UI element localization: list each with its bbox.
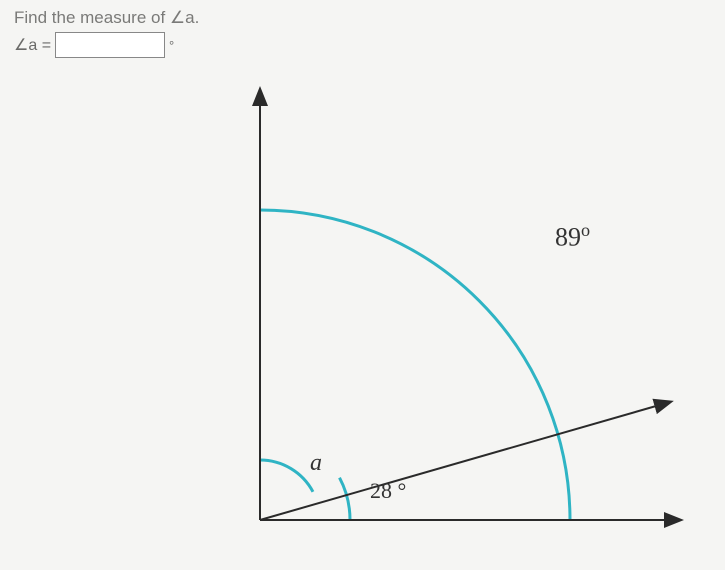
diagram-svg: [220, 80, 700, 560]
answer-label: ∠a =: [14, 35, 51, 55]
arc-28: [340, 478, 351, 520]
label-angle-28: 28 °: [370, 478, 406, 504]
answer-row: ∠a = °: [14, 32, 174, 58]
arc-a: [260, 460, 313, 492]
question-prompt: Find the measure of ∠a.: [14, 8, 199, 28]
angle-diagram: 89o 28 ° a: [220, 80, 700, 560]
angle-a-input[interactable]: [55, 32, 165, 58]
label-angle-a: a: [310, 450, 322, 477]
arc-89: [260, 210, 570, 520]
degree-symbol: °: [169, 38, 174, 53]
label-angle-89: 89o: [555, 220, 590, 253]
